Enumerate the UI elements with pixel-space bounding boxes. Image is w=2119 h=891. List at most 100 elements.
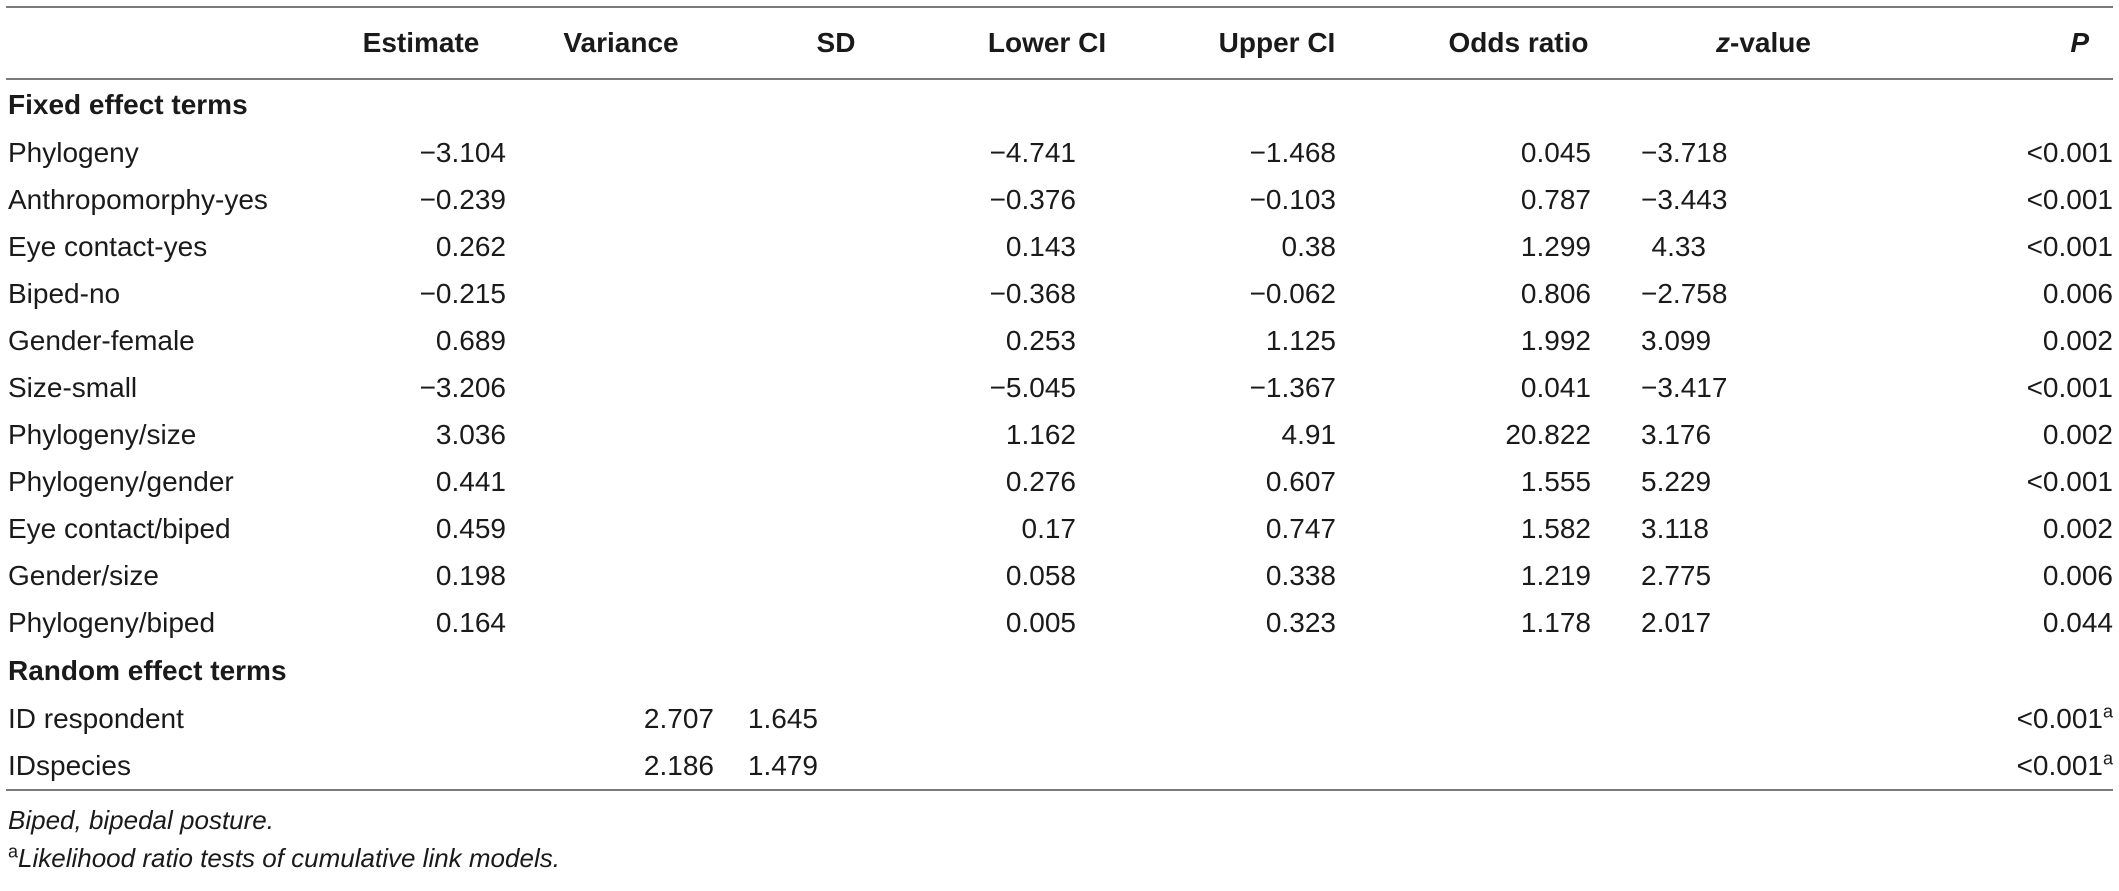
z-value-cell: 3.118 xyxy=(1641,505,1886,552)
estimate-cell: 0.262 xyxy=(336,223,506,270)
header-estimate: Estimate xyxy=(362,27,480,58)
estimate-cell-value: 0.441 xyxy=(435,465,506,497)
table-row: Phylogeny/size 3.036 1.162 4.91 20.822 3.176 0… xyxy=(6,411,2113,458)
variance-cell xyxy=(506,129,736,176)
section-row: Fixed effect terms xyxy=(6,79,2113,129)
z-value-cell: 3.176 xyxy=(1641,411,1886,458)
p-value-cell: <0.001 xyxy=(1886,223,2113,270)
upper-ci-cell-value: 4.91 xyxy=(1281,418,1337,450)
p-value-cell: <0.001 xyxy=(1886,364,2113,411)
odds-ratio-cell-value: 1.299 xyxy=(1520,230,1591,262)
footnote-text: Likelihood ratio tests of cumulative lin… xyxy=(18,843,560,873)
upper-ci-cell xyxy=(1158,695,1396,742)
lower-ci-cell-value: 0.143 xyxy=(1005,230,1076,262)
upper-ci-cell-value: −0.103 xyxy=(1249,183,1336,215)
row-label: ID respondent xyxy=(8,702,184,734)
odds-ratio-cell: 20.822 xyxy=(1396,411,1641,458)
header-upper-ci: Upper CI xyxy=(1218,27,1336,58)
row-label: Phylogeny/biped xyxy=(8,606,216,638)
header-p: P xyxy=(1886,7,2113,79)
lower-ci-cell: 0.143 xyxy=(936,223,1158,270)
estimate-cell: 0.459 xyxy=(336,505,506,552)
upper-ci-cell-value: 0.607 xyxy=(1265,465,1336,497)
results-table: Estimate Variance SD Lower CI Upper CI O… xyxy=(6,6,2113,791)
p-value-cell-value: 0.002 xyxy=(2042,512,2113,544)
upper-ci-cell xyxy=(1158,742,1396,791)
row-label: Size-small xyxy=(8,371,138,403)
table-header: Estimate Variance SD Lower CI Upper CI O… xyxy=(6,7,2113,79)
odds-ratio-cell-value: 1.178 xyxy=(1520,606,1591,638)
sd-cell-value: 1.645 xyxy=(747,702,818,734)
upper-ci-cell-value: 0.323 xyxy=(1265,606,1336,638)
variance-cell xyxy=(506,176,736,223)
odds-ratio-cell xyxy=(1396,742,1641,791)
estimate-cell-value: −3.206 xyxy=(419,371,506,403)
odds-ratio-cell: 0.045 xyxy=(1396,129,1641,176)
table-row: Biped-no −0.215 −0.368 −0.062 0.806 −2.758 0.0… xyxy=(6,270,2113,317)
table-row: IDspecies 2.186 1.479 <0.001a xyxy=(6,742,2113,791)
header-p-italic: P xyxy=(2070,27,2089,58)
estimate-cell xyxy=(336,742,506,791)
odds-ratio-cell: 1.299 xyxy=(1396,223,1641,270)
estimate-cell-value: −0.215 xyxy=(419,277,506,309)
p-value-cell: 0.002 xyxy=(1886,505,2113,552)
row-label: Biped-no xyxy=(8,277,121,309)
lower-ci-cell: 1.162 xyxy=(936,411,1158,458)
sd-cell xyxy=(736,270,936,317)
z-value-cell: 2.017 xyxy=(1641,599,1886,646)
upper-ci-cell-value: −0.062 xyxy=(1249,277,1336,309)
p-value-cell: 0.006 xyxy=(1886,270,2113,317)
p-value-cell: <0.001a xyxy=(1886,742,2113,791)
estimate-cell-value: 0.198 xyxy=(435,559,506,591)
sd-cell-value: 1.479 xyxy=(747,749,818,781)
p-value-cell-value: 0.002 xyxy=(2042,418,2113,450)
lower-ci-cell-value: 0.17 xyxy=(1021,512,1077,544)
upper-ci-cell: −1.468 xyxy=(1158,129,1396,176)
z-value-cell xyxy=(1641,742,1886,791)
lower-ci-cell xyxy=(936,695,1158,742)
p-value-cell-value: <0.001 xyxy=(2026,465,2113,497)
upper-ci-cell: 0.607 xyxy=(1158,458,1396,505)
header-variance: Variance xyxy=(563,27,679,58)
lower-ci-cell-value: 1.162 xyxy=(1005,418,1076,450)
sd-cell xyxy=(736,552,936,599)
odds-ratio-cell: 1.178 xyxy=(1396,599,1641,646)
header-lower-ci: Lower CI xyxy=(987,27,1107,58)
odds-ratio-cell: 1.219 xyxy=(1396,552,1641,599)
odds-ratio-cell-value: 1.219 xyxy=(1520,559,1591,591)
variance-cell xyxy=(506,364,736,411)
table-row: Phylogeny/gender 0.441 0.276 0.607 1.555 5.22… xyxy=(6,458,2113,505)
lower-ci-cell-value: 0.005 xyxy=(1005,606,1076,638)
estimate-cell-value: 3.036 xyxy=(435,418,506,450)
row-label: Anthropomorphy-yes xyxy=(8,183,268,215)
section-row: Random effect terms xyxy=(6,646,2113,695)
p-value-cell: 0.006 xyxy=(1886,552,2113,599)
p-value-cell-value: <0.001 xyxy=(2026,230,2113,262)
lower-ci-cell: 0.253 xyxy=(936,317,1158,364)
z-value-cell-value: 3.176 xyxy=(1641,418,1712,450)
section-title: Fixed effect terms xyxy=(8,88,248,120)
lower-ci-cell: −0.368 xyxy=(936,270,1158,317)
sd-cell xyxy=(736,458,936,505)
table-row: Phylogeny −3.104 −4.741 −1.468 0.045 −3.718 <0… xyxy=(6,129,2113,176)
z-value-cell: −3.718 xyxy=(1641,129,1886,176)
lower-ci-cell: −0.376 xyxy=(936,176,1158,223)
odds-ratio-cell: 0.787 xyxy=(1396,176,1641,223)
estimate-cell-value: 0.164 xyxy=(435,606,506,638)
sd-cell xyxy=(736,176,936,223)
z-value-cell: 4.33 xyxy=(1641,223,1886,270)
p-value-cell: <0.001 xyxy=(1886,129,2113,176)
footnote: aLikelihood ratio tests of cumulative li… xyxy=(8,839,2113,877)
upper-ci-cell: 0.38 xyxy=(1158,223,1396,270)
p-value-cell: <0.001 xyxy=(1886,176,2113,223)
p-value-cell: <0.001 xyxy=(1886,458,2113,505)
variance-cell xyxy=(506,505,736,552)
odds-ratio-cell-value: 0.787 xyxy=(1520,183,1591,215)
odds-ratio-cell-value: 20.822 xyxy=(1505,418,1591,450)
estimate-cell: 0.441 xyxy=(336,458,506,505)
variance-cell xyxy=(506,223,736,270)
lower-ci-cell-value: 0.058 xyxy=(1005,559,1076,591)
p-value-cell-value: <0.001 xyxy=(2026,183,2113,215)
lower-ci-cell: −5.045 xyxy=(936,364,1158,411)
lower-ci-cell xyxy=(936,742,1158,791)
